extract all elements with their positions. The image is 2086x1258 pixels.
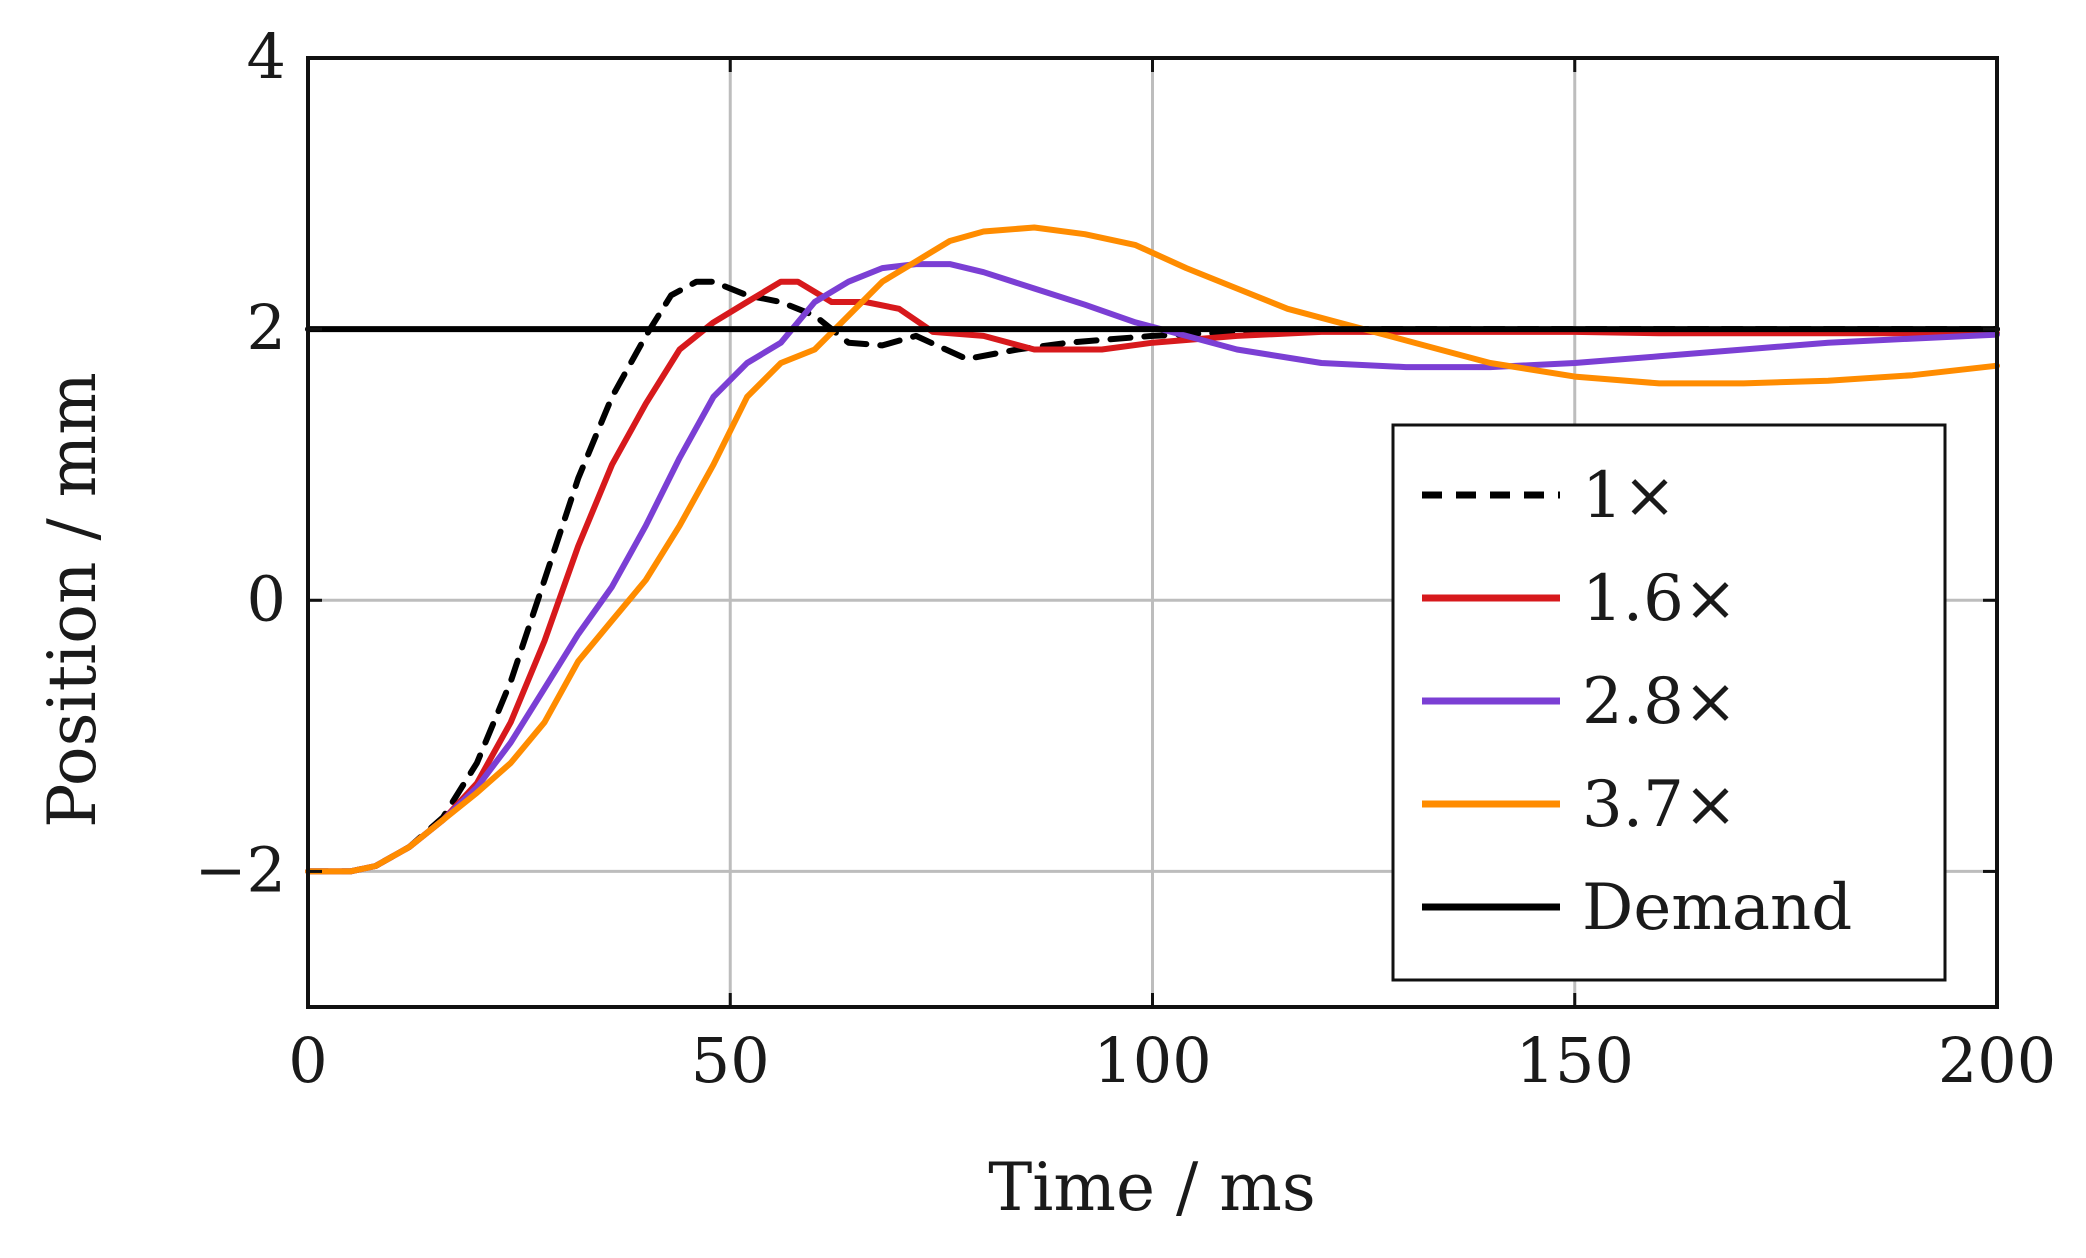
series-lines bbox=[305, 224, 2000, 875]
y-tick-label: 2 bbox=[247, 291, 286, 364]
y-tick-label: 0 bbox=[247, 562, 286, 635]
x-tick-label: 100 bbox=[1093, 1024, 1211, 1097]
legend-label: 3.7× bbox=[1582, 768, 1737, 842]
legend-label: 2.8× bbox=[1582, 665, 1737, 739]
x-tick-label: 150 bbox=[1516, 1024, 1634, 1097]
legend-label: Demand bbox=[1582, 871, 1852, 945]
x-tick-label: 0 bbox=[288, 1024, 327, 1097]
series-line-3-7 bbox=[305, 224, 2000, 875]
legend-label: 1× bbox=[1582, 459, 1676, 533]
x-axis-label: Time / ms bbox=[988, 1149, 1315, 1226]
y-tick-label: 4 bbox=[247, 20, 286, 93]
axis-ticks: 0 50 100 150 200 −2 0 2 4 bbox=[195, 20, 2057, 1097]
y-axis-label: Position / mm bbox=[34, 372, 111, 828]
legend: 1× 1.6× 2.8× 3.7× Demand bbox=[1391, 423, 1947, 982]
legend-entries: 1× 1.6× 2.8× 3.7× Demand bbox=[1422, 459, 1852, 945]
y-tick-label: −2 bbox=[195, 833, 286, 906]
legend-label: 1.6× bbox=[1582, 562, 1737, 636]
x-tick-label: 200 bbox=[1938, 1024, 2056, 1097]
x-tick-label: 50 bbox=[691, 1024, 770, 1097]
